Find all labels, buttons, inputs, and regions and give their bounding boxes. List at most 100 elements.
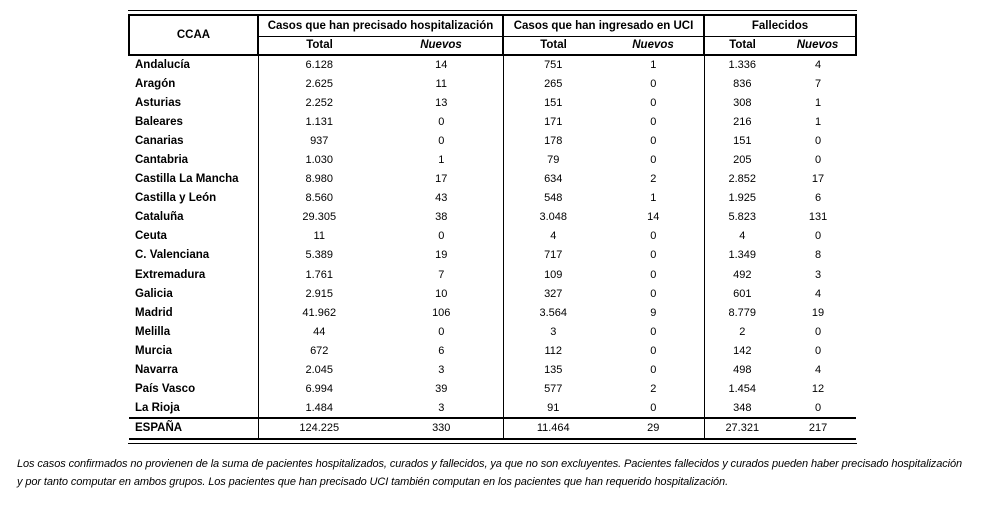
table-row: Castilla La Mancha 8.980 17 634 2 2.852 17 (129, 169, 856, 189)
table-row: Madrid 41.962 106 3.564 9 8.779 19 (129, 303, 856, 323)
value-cell: 178 (502, 131, 603, 151)
value-cell: 6 (814, 192, 822, 205)
value-cell: 2.045 (257, 360, 380, 380)
value-cell: 348 (703, 398, 781, 418)
table-row: Murcia 672 6 112 0 142 0 (129, 341, 856, 361)
value-cell: 6.994 (257, 379, 380, 399)
footnote: Los casos confirmados no provienen de la… (17, 455, 962, 491)
total-hosp-total: 124.225 (257, 416, 380, 439)
footnote-line-2: y por tanto computar en ambos grupos. Lo… (17, 476, 729, 488)
value-cell: 0 (814, 134, 822, 147)
value-cell: 19 (435, 249, 448, 262)
table-row: Canarias 937 0 178 0 151 0 (129, 131, 856, 151)
ccaa-column-header: CCAA (128, 15, 259, 56)
value-cell: 14 (647, 211, 660, 224)
value-cell: 751 (502, 55, 603, 75)
value-cell: 106 (432, 306, 451, 319)
table-row: País Vasco 6.994 39 577 2 1.454 12 (129, 379, 856, 399)
value-cell: 8.779 (703, 303, 781, 323)
value-cell: 216 (703, 112, 781, 132)
fallecidos-nuevos-header: Nuevos (780, 36, 858, 56)
value-cell: 10 (435, 287, 448, 300)
value-cell: 1.761 (257, 265, 380, 285)
fallecidos-total-header: Total (703, 36, 781, 56)
value-cell: 498 (703, 360, 781, 380)
table-row: C. Valenciana 5.389 19 717 0 1.349 8 (129, 245, 856, 266)
value-cell: 3.048 (502, 207, 603, 227)
value-cell: 0 (650, 96, 657, 109)
value-cell: 0 (438, 115, 445, 128)
table-row: Cataluña 29.305 38 3.048 14 5.823 131 (129, 207, 856, 227)
value-cell: 2.915 (257, 284, 380, 304)
uci-total-header: Total (502, 36, 603, 56)
table-footer: ESPAÑA 124.225 330 11.464 29 27.321 217 (129, 416, 857, 439)
value-cell: 717 (502, 245, 603, 266)
value-cell: 1 (814, 96, 822, 109)
subheader-row: Total Nuevos Total Nuevos Total Nuevos (129, 36, 858, 56)
total-hosp-nuevos: 330 (380, 416, 503, 439)
table-row: Castilla y León 8.560 43 548 1 1.925 6 (129, 188, 856, 208)
ccaa-cell: Murcia (135, 344, 173, 357)
value-cell: 0 (438, 230, 445, 243)
value-cell: 43 (435, 192, 448, 205)
value-cell: 112 (502, 341, 603, 361)
table-row: Extremadura 1.761 7 109 0 492 3 (129, 265, 856, 285)
value-cell: 1.454 (703, 379, 781, 399)
ccaa-cell: País Vasco (135, 383, 196, 396)
table-row: Galicia 2.915 10 327 0 601 4 (129, 284, 856, 304)
value-cell: 308 (703, 93, 781, 113)
value-cell: 0 (438, 325, 445, 338)
value-cell: 1.484 (257, 398, 380, 418)
value-cell: 2.625 (257, 74, 380, 94)
ccaa-cell: La Rioja (135, 401, 180, 414)
ccaa-cell: Andalucía (135, 59, 190, 72)
value-cell: 3 (438, 364, 445, 377)
ccaa-cell: Cantabria (135, 154, 189, 167)
total-fallecidos-nuevos: 217 (780, 416, 857, 439)
value-cell: 3 (438, 401, 445, 414)
group-header-uci: Casos que han ingresado en UCI (501, 15, 705, 37)
value-cell: 6.128 (257, 55, 380, 75)
value-cell: 17 (811, 173, 825, 186)
value-cell: 836 (703, 74, 781, 94)
value-cell: 5.823 (703, 207, 781, 227)
value-cell: 109 (502, 265, 603, 285)
value-cell: 205 (703, 150, 781, 170)
ccaa-cell: Ceuta (135, 230, 167, 243)
ccaa-cell: C. Valenciana (135, 249, 210, 262)
total-row: ESPAÑA 124.225 330 11.464 29 27.321 217 (129, 416, 857, 439)
value-cell: 2 (650, 173, 657, 186)
ccaa-cell: Melilla (135, 325, 171, 338)
value-cell: 12 (811, 383, 825, 396)
value-cell: 3.564 (502, 303, 603, 323)
value-cell: 19 (811, 306, 825, 319)
value-cell: 0 (650, 364, 657, 377)
value-cell: 0 (814, 154, 822, 167)
value-cell: 4 (814, 364, 822, 377)
value-cell: 151 (703, 131, 781, 151)
hosp-nuevos-header: Nuevos (380, 36, 503, 56)
table-row: Cantabria 1.030 1 79 0 205 0 (129, 150, 856, 170)
ccaa-cell: Canarias (135, 134, 184, 147)
value-cell: 38 (435, 211, 448, 224)
value-cell: 0 (814, 401, 822, 414)
value-cell: 14 (435, 59, 448, 72)
value-cell: 0 (650, 268, 657, 281)
value-cell: 492 (703, 265, 781, 285)
ccaa-cell: Navarra (135, 364, 178, 377)
value-cell: 1.925 (703, 188, 781, 208)
value-cell: 327 (502, 284, 603, 304)
value-cell: 91 (502, 398, 603, 418)
value-cell: 151 (502, 93, 603, 113)
table-row: Asturias 2.252 13 151 0 308 1 (129, 93, 856, 113)
value-cell: 672 (257, 341, 380, 361)
table-row: Navarra 2.045 3 135 0 498 4 (129, 360, 856, 380)
value-cell: 3 (814, 268, 822, 281)
value-cell: 937 (257, 131, 380, 151)
value-cell: 548 (502, 188, 603, 208)
value-cell: 0 (438, 134, 445, 147)
value-cell: 1.349 (703, 245, 781, 266)
value-cell: 8 (814, 249, 822, 262)
value-cell: 0 (650, 134, 657, 147)
